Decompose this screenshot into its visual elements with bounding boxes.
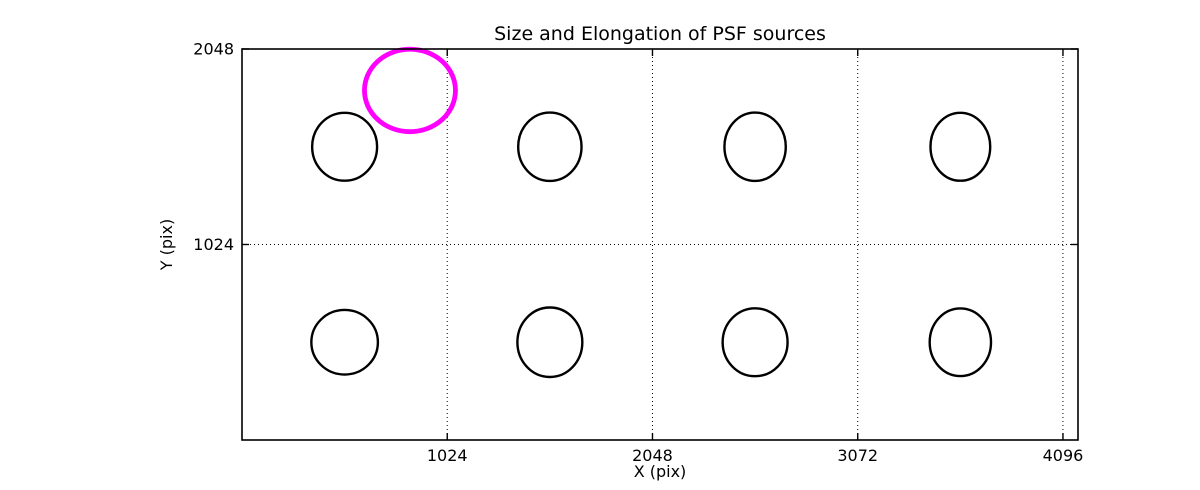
axis-ticks (242, 48, 1078, 440)
x-tick-label: 1024 (427, 446, 468, 465)
y-tick-label: 1024 (193, 235, 234, 254)
psf-ellipse (310, 111, 379, 182)
x-tick-label: 4096 (1043, 446, 1084, 465)
gridlines (242, 49, 1078, 440)
x-tick-label: 3072 (837, 446, 878, 465)
y-axis-label: Y (pix) (157, 219, 176, 271)
y-tick-label: 2048 (193, 40, 234, 59)
psf-ellipse (721, 307, 789, 378)
x-axis-label: X (pix) (634, 462, 687, 481)
psf-ellipse (516, 111, 583, 183)
psf-ellipses (310, 46, 993, 379)
psf-ellipse (516, 306, 584, 379)
psf-ellipse (928, 307, 993, 378)
tick-labels: 1024 2048 3072 4096 1024 2048 (193, 40, 1083, 466)
plot-title: Size and Elongation of PSF sources (494, 23, 826, 45)
psf-ellipse (310, 308, 380, 376)
psf-ellipse (723, 111, 787, 183)
x-tick-label: 2048 (632, 446, 673, 465)
psf-ellipse (929, 111, 992, 182)
highlighted-psf-ellipse (362, 46, 458, 135)
